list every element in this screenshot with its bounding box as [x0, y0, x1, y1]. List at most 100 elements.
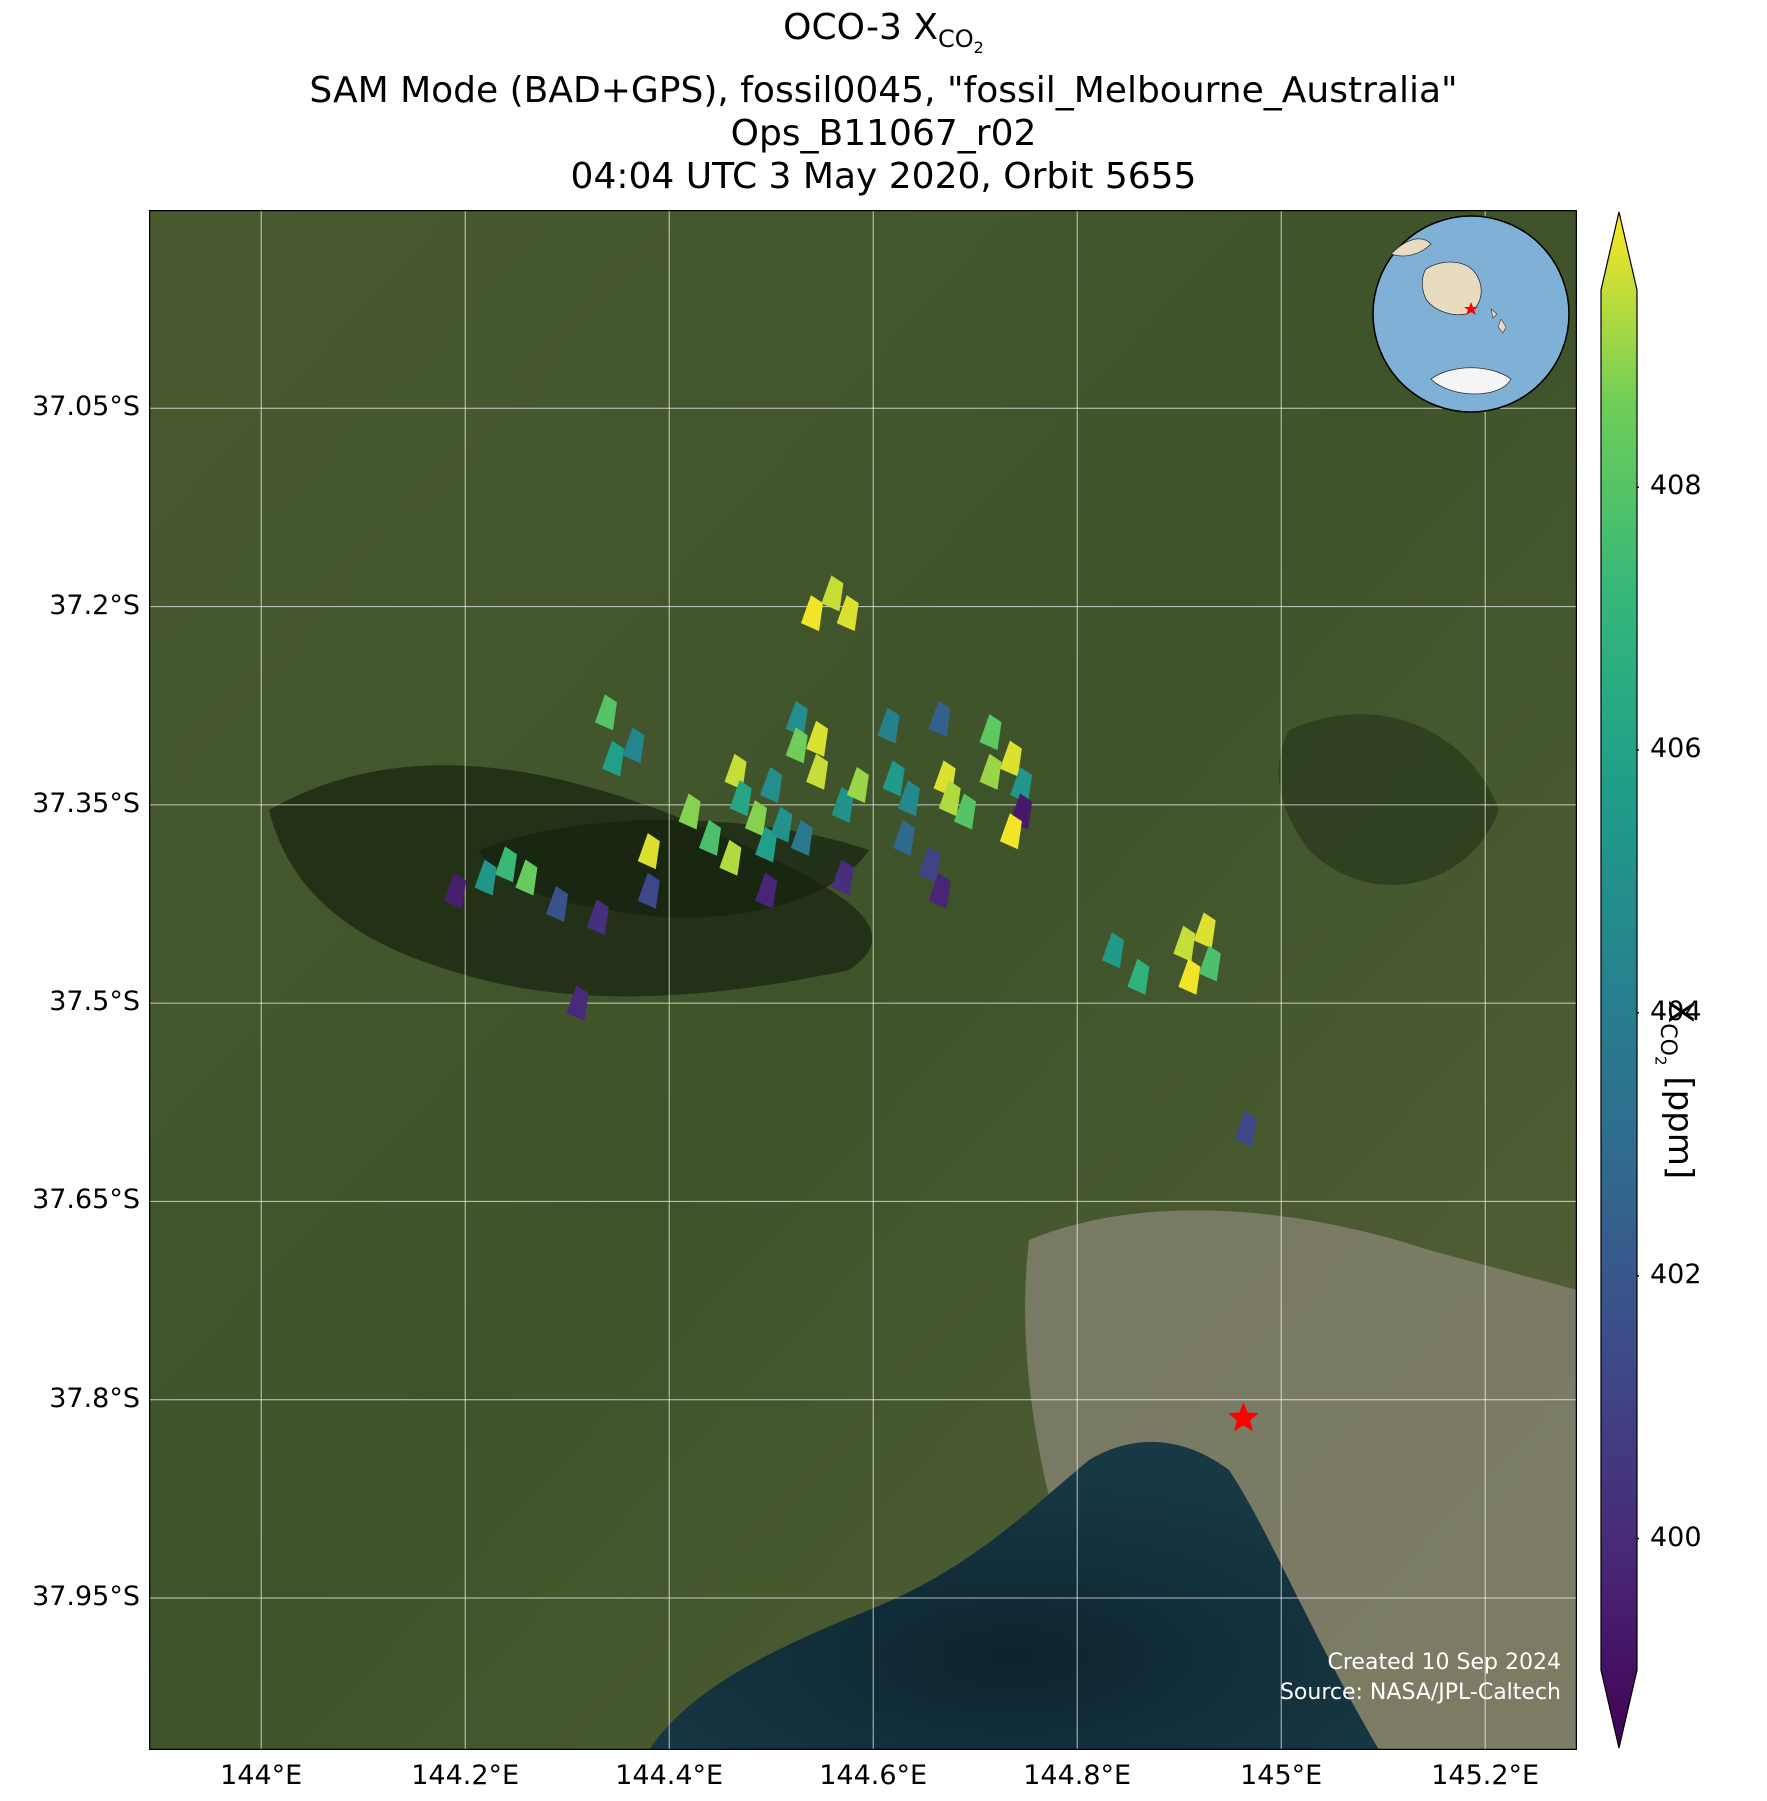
sounding-footprint [979, 753, 1002, 790]
target-marker [1228, 1402, 1259, 1432]
sounding-footprint [979, 714, 1002, 751]
sounding-footprint [699, 819, 721, 856]
sounding-footprint [719, 839, 742, 876]
sounding-footprint [801, 595, 823, 632]
sounding-footprint [954, 793, 976, 830]
sounding-footprint [806, 753, 829, 790]
sounding-footprint [806, 720, 829, 757]
lon-tick-label: 144.4°E [615, 1760, 724, 1791]
sounding-footprint [444, 872, 466, 909]
sounding-footprint [546, 885, 568, 922]
lat-tick-label: 37.65°S [32, 1184, 140, 1216]
sounding-footprint [678, 793, 701, 830]
sounding-footprint [566, 985, 589, 1022]
colorbar-tick-label: 406 [1650, 733, 1702, 764]
sounding-layer [444, 575, 1257, 1147]
lon-tick-label: 144.6°E [819, 1760, 928, 1791]
sounding-footprint [846, 767, 869, 804]
lat-tick-label: 37.95°S [32, 1580, 140, 1612]
sounding-footprint [999, 740, 1022, 777]
sounding-footprint [897, 780, 920, 817]
sounding-footprint [1010, 767, 1033, 804]
sounding-footprint [637, 872, 660, 909]
antarctica-shape [1430, 367, 1512, 395]
sounding-footprint [928, 872, 951, 909]
map-canvas [149, 210, 1577, 1750]
sounding-footprint [755, 826, 778, 863]
australia-shape [1421, 261, 1482, 316]
sounding-footprint [1193, 912, 1216, 949]
map-frame [149, 210, 1577, 1750]
lon-tick-label: 144°E [220, 1760, 303, 1791]
sounding-footprint [877, 707, 900, 744]
lon-tick-label: 144.2°E [411, 1760, 520, 1791]
sounding-footprint [831, 786, 854, 823]
map-panel: Created 10 Sep 2024 Source: NASA/JPL-Cal… [149, 210, 1577, 1750]
title-line-2: SAM Mode (BAD+GPS), fossil0045, "fossil_… [309, 69, 1458, 111]
sounding-footprint [918, 846, 941, 883]
lat-tick-label: 37.5°S [49, 986, 140, 1018]
lon-tick-label: 145°E [1240, 1760, 1323, 1791]
sounding-footprint [755, 872, 778, 909]
sounding-footprint [928, 700, 951, 737]
new-zealand-shape [1490, 308, 1507, 334]
colorbar-tick-label: 404 [1650, 995, 1702, 1027]
sounding-footprint [744, 800, 767, 837]
credit-source: Source: NASA/JPL-Caltech [1279, 1680, 1561, 1705]
sounding-footprint [1101, 932, 1124, 969]
globe-ocean [1372, 215, 1570, 413]
sounding-footprint [1234, 1110, 1257, 1147]
credit-created: Created 10 Sep 2024 [1327, 1650, 1562, 1675]
sounding-footprint [785, 700, 808, 737]
sounding-footprint [474, 859, 497, 896]
sounding-footprint [729, 780, 752, 817]
asia-shape [1390, 238, 1432, 257]
sounding-footprint [586, 899, 609, 936]
gridlines [149, 210, 1577, 1750]
sounding-footprint [831, 859, 854, 896]
lon-tick-label: 144.8°E [1023, 1760, 1132, 1791]
sounding-footprint [637, 833, 660, 870]
colorbar-tick-label: 402 [1650, 1258, 1702, 1290]
sounding-footprint [1127, 958, 1150, 995]
sounding-footprint [938, 780, 961, 817]
lon-tick-label: 145.2°E [1431, 1760, 1540, 1791]
globe-inset [1372, 215, 1570, 413]
lat-tick-label: 37.8°S [49, 1382, 140, 1414]
sounding-footprint [770, 806, 793, 843]
sounding-footprint [999, 813, 1022, 850]
sounding-footprint [790, 819, 813, 856]
sounding-footprint [1178, 958, 1201, 995]
sounding-footprint [892, 819, 915, 856]
sounding-footprint [515, 859, 538, 896]
sounding-footprint [882, 760, 905, 797]
sounding-footprint [760, 767, 783, 804]
sounding-footprint [821, 575, 844, 612]
title-line-4: 04:04 UTC 3 May 2020, Orbit 5655 [570, 155, 1197, 197]
sounding-footprint [1198, 945, 1221, 982]
colorbar-tick-label: 408 [1650, 470, 1702, 502]
colorbar-label: XCO2 [ppm] [1651, 1000, 1700, 1180]
title-line-3: Ops_B11067_r02 [730, 112, 1037, 154]
sounding-footprint [724, 753, 747, 790]
colorbar-tick-label: 400 [1650, 1521, 1702, 1553]
sounding-footprint [622, 727, 645, 764]
sounding-footprint [785, 727, 808, 764]
lat-tick-label: 37.2°S [49, 589, 140, 621]
sounding-footprint [495, 846, 517, 883]
sounding-footprint [1173, 925, 1196, 962]
colorbar-tick-marks [1637, 486, 1639, 1540]
colorbar-fill [1600, 211, 1638, 1749]
lat-tick-label: 37.35°S [32, 787, 140, 819]
lat-tick-label: 37.05°S [32, 391, 140, 423]
title-line-1: OCO-3 XCO2 [783, 7, 984, 57]
colorbar [1600, 211, 1639, 1749]
sounding-footprint [836, 595, 859, 632]
star-icon [1228, 1402, 1259, 1432]
sounding-footprint [602, 740, 625, 777]
figure-title: OCO-3 XCO2 SAM Mode (BAD+GPS), fossil004… [0, 6, 1767, 198]
sounding-footprint [594, 694, 617, 731]
eastern-ranges [1278, 714, 1499, 885]
globe-star-icon [1464, 302, 1478, 315]
port-phillip-bay [649, 1441, 1379, 1750]
